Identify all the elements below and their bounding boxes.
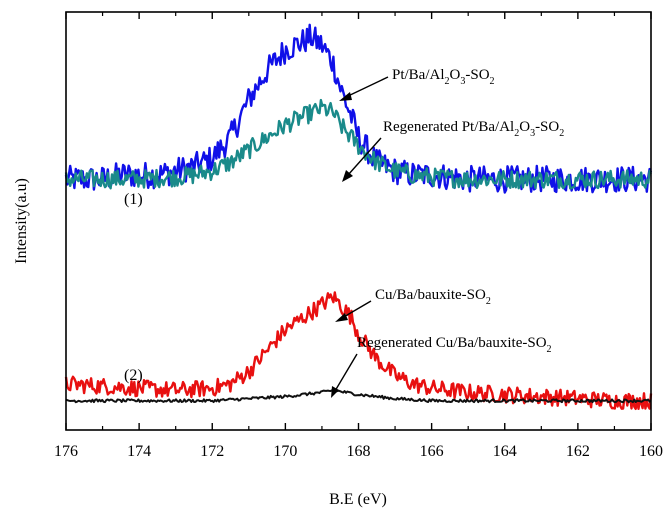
group-marker-1: (1)	[124, 191, 143, 208]
annotation-regenerated-cu-ba-bauxite-so2: Regenerated Cu/Ba/bauxite-SO2	[357, 335, 552, 355]
x-tick-label: 160	[639, 443, 663, 460]
group-marker-2: (2)	[124, 367, 143, 384]
x-tick-label: 162	[566, 443, 590, 460]
x-tick-label: 166	[420, 443, 444, 460]
y-axis-title: Intensity(a.u)	[13, 178, 30, 264]
x-tick-label: 164	[493, 443, 517, 460]
series-line-4	[65, 389, 652, 404]
plot-lines	[64, 23, 653, 410]
plot-frame	[65, 11, 652, 431]
annotation-cu-ba-bauxite-so2: Cu/Ba/bauxite-SO2	[375, 287, 491, 307]
annotation-arrowhead-1	[339, 92, 352, 101]
x-tick-label: 174	[127, 443, 151, 460]
x-tick-label: 172	[200, 443, 224, 460]
annotation-arrow-1	[345, 76, 389, 98]
x-tick-label: 168	[347, 443, 371, 460]
x-tick-label: 176	[54, 443, 78, 460]
annotation-arrowhead-2	[342, 170, 353, 182]
x-axis-title: B.E (eV)	[329, 491, 387, 508]
annotation-arrowhead-3	[335, 313, 348, 322]
x-axis-tick-labels: 176 174 172 170 168 166 164 162 160	[54, 443, 663, 460]
annotation-arrow-4	[334, 353, 358, 392]
annotation-arrowhead-4	[331, 386, 339, 398]
series-line-2	[64, 98, 653, 190]
annotation-arrow-2	[347, 137, 382, 176]
x-axis-ticks	[65, 12, 652, 430]
annotation-arrow-3	[341, 300, 372, 319]
annotation-pt-ba-al2o3-so2: Pt/Ba/Al2O3-SO2	[392, 67, 495, 87]
series-line-3	[64, 291, 653, 410]
x-tick-label: 170	[273, 443, 297, 460]
annotation-regenerated-pt-ba-al2o3-so2: Regenerated Pt/Ba/Al2O3-SO2	[383, 119, 564, 139]
series-line-1	[64, 23, 653, 194]
